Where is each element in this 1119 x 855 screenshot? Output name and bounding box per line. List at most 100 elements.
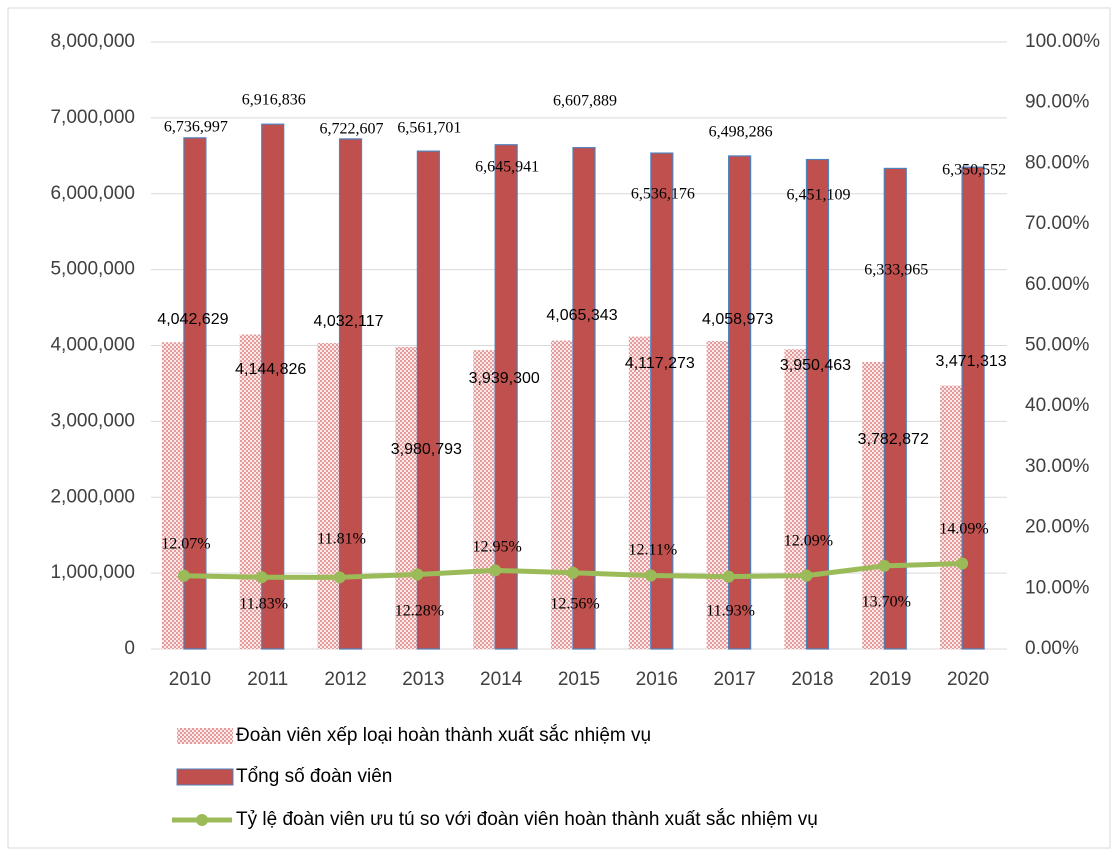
data-label: 6,916,836: [242, 92, 306, 109]
legend-swatch: [177, 728, 233, 744]
x-tick-label: 2012: [324, 669, 366, 690]
x-tick-label: 2016: [636, 669, 678, 690]
legend-swatch: [196, 814, 208, 826]
line-marker: [177, 569, 190, 582]
line-marker: [567, 566, 579, 579]
data-label: 4,058,973: [702, 311, 773, 328]
bar: [239, 334, 262, 649]
y-tick-label: 2,000,000: [50, 486, 135, 507]
data-label: 14.09%: [939, 521, 988, 538]
legend-label: Tỷ lệ đoàn viên ưu tú so với đoàn viên h…: [236, 808, 818, 830]
y2-tick-label: 10.00%: [1025, 577, 1090, 598]
y-tick-label: 1,000,000: [50, 562, 135, 583]
y2-tick-label: 100.00%: [1025, 31, 1100, 52]
data-label: 6,498,286: [709, 124, 773, 141]
bar: [784, 349, 807, 649]
data-label: 4,065,343: [546, 307, 617, 324]
data-label: 11.93%: [706, 603, 755, 620]
bar: [161, 342, 184, 649]
y-tick-label: 7,000,000: [50, 107, 135, 128]
x-tick-label: 2017: [713, 669, 755, 690]
y2-tick-label: 80.00%: [1025, 152, 1090, 173]
y2-tick-label: 40.00%: [1025, 395, 1090, 416]
data-label: 3,471,313: [935, 353, 1006, 370]
bar: [416, 150, 440, 650]
data-label: 4,042,629: [157, 311, 228, 328]
bar: [728, 155, 752, 650]
bar: [862, 361, 885, 649]
y2-tick-label: 20.00%: [1025, 517, 1090, 538]
data-label: 6,536,176: [631, 186, 695, 203]
bar: [338, 138, 363, 650]
bar: [572, 147, 596, 650]
line-marker: [878, 559, 891, 572]
data-label: 12.95%: [473, 539, 522, 556]
data-label: 12.09%: [784, 533, 833, 550]
line-marker: [255, 571, 268, 584]
y-tick-label: 6,000,000: [50, 183, 135, 204]
data-label: 12.56%: [550, 596, 599, 613]
bar: [940, 385, 963, 649]
x-tick-label: 2013: [402, 669, 444, 690]
data-label: 3,950,463: [780, 357, 851, 374]
bar: [183, 137, 207, 650]
data-label: 3,939,300: [469, 370, 540, 387]
line-marker: [333, 571, 346, 584]
data-label: 4,032,117: [314, 313, 384, 330]
data-label: 3,782,872: [858, 431, 929, 448]
line-marker: [722, 570, 735, 583]
line-marker: [489, 564, 502, 577]
x-tick-label: 2019: [869, 669, 911, 690]
x-tick-label: 2015: [558, 669, 600, 690]
line-marker: [800, 569, 813, 582]
data-label: 11.81%: [317, 531, 366, 548]
data-label: 12.07%: [161, 536, 210, 553]
data-label: 6,607,889: [553, 93, 617, 110]
line-marker: [956, 557, 969, 570]
bar: [961, 166, 985, 650]
x-tick-label: 2014: [480, 669, 523, 690]
x-tick-label: 2010: [169, 669, 211, 690]
legend-label: Đoàn viên xếp loại hoàn thành xuất sắc n…: [236, 724, 651, 746]
x-tick-label: 2018: [791, 669, 833, 690]
bar: [473, 350, 496, 649]
data-label: 3,980,793: [391, 441, 462, 458]
legend-swatch: [176, 768, 234, 786]
data-label: 12.28%: [395, 603, 444, 620]
bar: [650, 152, 674, 650]
data-label: 4,144,826: [235, 361, 306, 378]
data-label: 12.11%: [628, 542, 677, 559]
data-label: 6,350,552: [942, 162, 1006, 179]
data-label: 6,736,997: [164, 119, 228, 136]
y2-tick-label: 70.00%: [1025, 213, 1090, 234]
data-label: 11.83%: [239, 596, 288, 613]
line-marker: [411, 568, 424, 581]
bar: [494, 144, 518, 650]
bar: [883, 167, 907, 650]
data-label: 6,722,607: [320, 121, 384, 138]
legend-label: Tổng số đoàn viên: [236, 766, 392, 787]
data-label: 6,561,701: [397, 120, 461, 137]
y2-tick-label: 0.00%: [1025, 638, 1079, 659]
bar: [628, 336, 651, 649]
y-tick-label: 4,000,000: [50, 335, 135, 356]
data-label: 6,451,109: [786, 187, 850, 204]
data-label: 4,117,273: [625, 355, 695, 372]
x-tick-label: 2020: [947, 669, 989, 690]
bar: [706, 341, 729, 649]
bar: [261, 123, 285, 650]
y2-tick-label: 50.00%: [1025, 335, 1090, 356]
y-tick-label: 8,000,000: [50, 31, 135, 52]
data-label: 6,645,941: [475, 159, 539, 176]
line-marker: [644, 569, 657, 582]
data-label: 13.70%: [862, 594, 911, 611]
bar: [805, 158, 830, 650]
y-tick-label: 5,000,000: [50, 259, 135, 280]
data-label: 6,333,965: [864, 262, 928, 279]
y2-tick-label: 60.00%: [1025, 274, 1090, 295]
y-tick-label: 0: [124, 638, 135, 659]
y2-tick-label: 30.00%: [1025, 456, 1090, 477]
bar: [317, 343, 340, 649]
x-tick-label: 2011: [247, 669, 288, 690]
